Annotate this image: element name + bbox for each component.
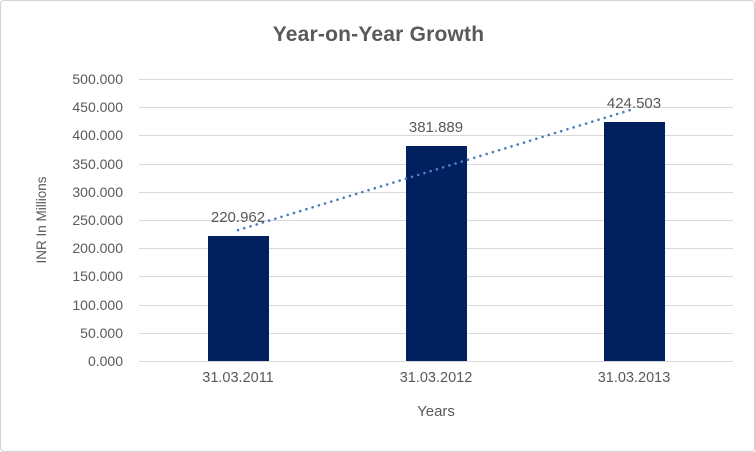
y-tick-label: 0.000 (87, 353, 123, 369)
bar-31.03.2012 (405, 145, 467, 361)
y-tick-label: 250.000 (72, 212, 123, 228)
y-tick-label: 300.000 (72, 183, 123, 200)
data-label: 381.889 (408, 118, 464, 136)
y-tick-label: 450.000 (72, 99, 123, 116)
y-tick-label: 150.000 (72, 268, 123, 285)
gridline (139, 361, 733, 362)
chart-title: Year-on-Year Growth (272, 23, 485, 46)
y-tick-label: 500.000 (72, 71, 123, 87)
y-tick-label: 350.000 (72, 155, 123, 172)
data-label: 220.962 (210, 209, 266, 227)
bar-31.03.2013 (603, 121, 665, 361)
x-tick-label: 31.03.2012 (399, 370, 473, 386)
gridline (139, 79, 733, 80)
x-tick-label: 31.03.2011 (202, 370, 274, 386)
data-label: 424.503 (606, 94, 662, 112)
y-tick-label: 50.000 (80, 324, 123, 341)
y-tick-label: 100.000 (72, 296, 123, 313)
y-tick-label: 200.000 (72, 240, 123, 257)
bar-31.03.2011 (207, 236, 269, 361)
x-tick-label: 31.03.2013 (597, 370, 671, 386)
x-axis-title: Years (417, 403, 455, 420)
y-tick-label: 400.000 (72, 127, 123, 144)
